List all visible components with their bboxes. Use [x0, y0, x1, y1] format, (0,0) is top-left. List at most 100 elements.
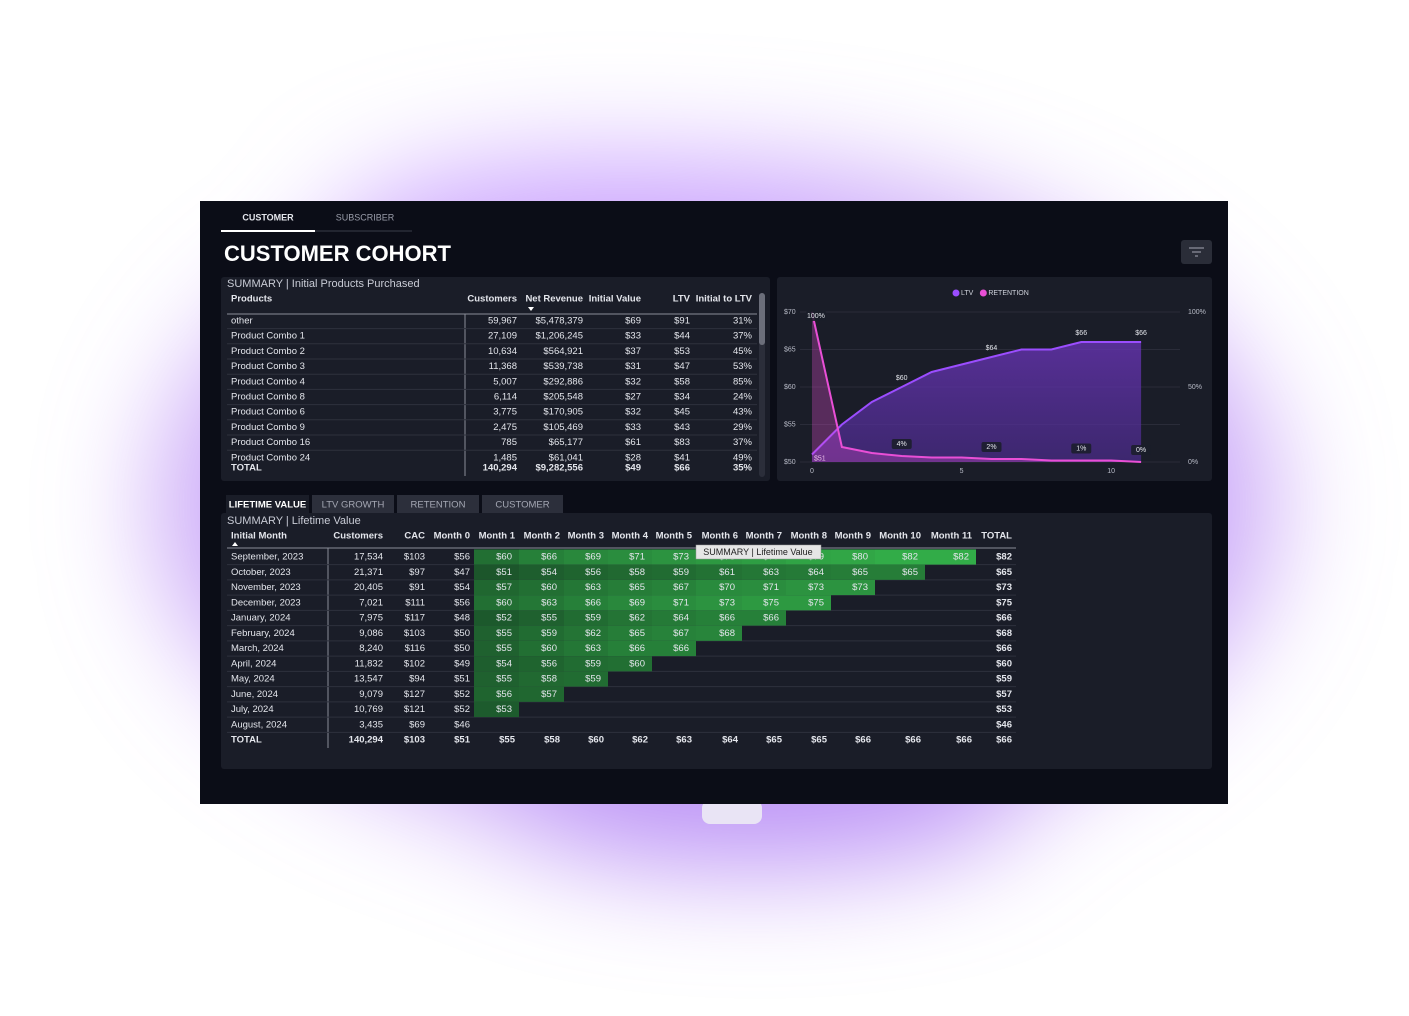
cell: $66 — [541, 552, 557, 563]
cell: $82 — [953, 552, 969, 563]
heat-cell — [564, 595, 608, 611]
row-label: Product Combo 8 — [231, 392, 305, 403]
heat-cell — [608, 579, 652, 596]
heat-cell — [474, 610, 519, 626]
heat-cell — [519, 656, 564, 672]
cell: $60 — [541, 582, 557, 593]
cell: $73 — [673, 552, 689, 563]
heat-cell — [652, 579, 696, 596]
cell: $63 — [763, 567, 779, 578]
tab[interactable]: CUSTOMER — [242, 212, 294, 222]
cell: $69 — [629, 597, 645, 608]
cell: $75 — [763, 597, 779, 608]
row-label: Product Combo 16 — [231, 437, 310, 448]
data-label: 1% — [1076, 445, 1086, 452]
cell: $127 — [404, 689, 425, 700]
cell: $56 — [585, 567, 601, 578]
row-label: November, 2023 — [231, 582, 301, 593]
cell: $52 — [496, 613, 512, 624]
heat-cell — [742, 579, 786, 596]
cell: Month 7 — [746, 531, 782, 542]
cell: $54 — [454, 582, 470, 593]
data-label: $60 — [896, 375, 908, 382]
cell: $58 — [541, 674, 557, 685]
data-label-bg — [891, 439, 912, 449]
cell: $64 — [673, 613, 689, 624]
heat-cell — [742, 610, 786, 626]
cell: $63 — [676, 735, 692, 746]
cell: $60 — [996, 658, 1012, 669]
cell: 10,769 — [354, 704, 383, 715]
heat-cell — [474, 595, 519, 611]
cell: 43% — [733, 407, 753, 418]
cell: $65 — [902, 567, 918, 578]
scrollbar-thumb[interactable] — [759, 293, 765, 345]
cell: 27,109 — [488, 331, 517, 342]
panel-title: SUMMARY | Lifetime Value — [227, 515, 361, 527]
cell: $46 — [454, 719, 470, 730]
cell: 5,007 — [493, 376, 517, 387]
heat-cell — [786, 595, 831, 611]
legend-marker — [979, 289, 987, 297]
page-title: CUSTOMER COHORT — [224, 241, 451, 266]
heat-cell — [564, 564, 608, 580]
tab[interactable]: LTV GROWTH — [322, 500, 385, 511]
tooltip-text: SUMMARY | Lifetime Value — [703, 547, 812, 557]
y2-tick-label: 100% — [1188, 309, 1206, 316]
heat-cell — [696, 610, 742, 626]
monitor-stand — [702, 800, 762, 824]
legend-label[interactable]: LTV — [961, 290, 974, 297]
y-tick-label: $55 — [784, 421, 796, 428]
y-tick-label: $65 — [784, 346, 796, 353]
tables: Products Customers Net Revenue Initial Valu… — [227, 294, 1016, 748]
tab-bg[interactable] — [482, 495, 563, 513]
legend-label[interactable]: RETENTION — [988, 290, 1028, 297]
cell: $56 — [496, 689, 512, 700]
cell: $68 — [996, 628, 1012, 639]
cell: $58 — [629, 567, 645, 578]
tab[interactable]: SUBSCRIBER — [336, 212, 395, 222]
tab-bg[interactable] — [397, 495, 479, 513]
heat-cell — [652, 595, 696, 611]
cell: 6,114 — [494, 392, 517, 403]
tab[interactable]: LIFETIME VALUE — [229, 500, 306, 511]
cell: $63 — [541, 597, 557, 608]
cell: $82 — [902, 552, 918, 563]
cell: Net Revenue — [525, 294, 583, 305]
cell: $51 — [454, 674, 470, 685]
cell: Month 11 — [931, 531, 973, 542]
cell: $66 — [956, 735, 972, 746]
cell: 24% — [733, 392, 753, 403]
filter-button[interactable] — [1181, 240, 1212, 264]
cell: $68 — [719, 628, 735, 639]
cell: $66 — [905, 735, 921, 746]
row-label: Product Combo 6 — [231, 407, 305, 418]
cell: $56 — [454, 597, 470, 608]
data-label: $51 — [814, 455, 826, 462]
cell: $65 — [629, 582, 645, 593]
heat-cell — [564, 656, 608, 672]
sort-arrow — [232, 542, 238, 546]
tab-bg[interactable] — [312, 495, 394, 513]
heat-cell — [474, 656, 519, 672]
row-label: other — [231, 316, 253, 327]
cell: $52 — [454, 689, 470, 700]
tab-bg[interactable] — [226, 495, 309, 513]
tab[interactable]: RETENTION — [411, 500, 466, 511]
row-label: Product Combo 3 — [231, 361, 305, 372]
heat-cell — [519, 686, 564, 702]
tab[interactable]: CUSTOMER — [495, 500, 549, 511]
row-label: December, 2023 — [231, 597, 301, 608]
y-tick-label: $70 — [784, 309, 796, 316]
cell: $69 — [585, 552, 601, 563]
cell: 37% — [733, 437, 753, 448]
cell: $59 — [585, 674, 601, 685]
row-label: TOTAL — [231, 735, 262, 746]
cell: $71 — [673, 597, 689, 608]
filter-icon[interactable] — [1189, 247, 1204, 257]
heat-cell — [564, 625, 608, 641]
cell: 785 — [501, 437, 517, 448]
data-label: 4% — [897, 441, 907, 448]
heat-cell — [831, 564, 875, 580]
